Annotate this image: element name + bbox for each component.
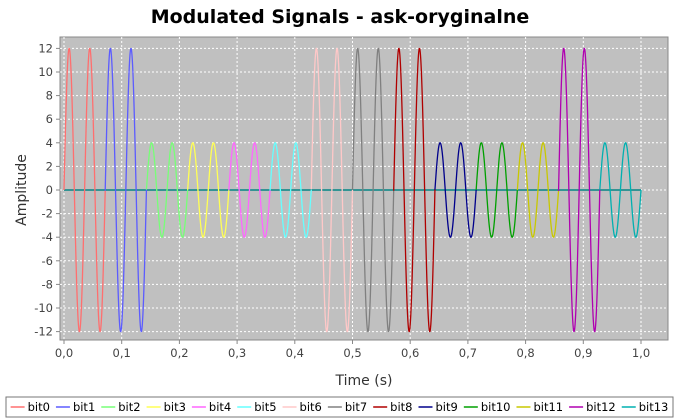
legend-label-bit4: bit4 <box>209 400 231 414</box>
x-tick-label: 0,5 <box>343 346 361 360</box>
y-tick-label: -12 <box>34 325 53 339</box>
x-tick-label: 0,7 <box>459 346 477 360</box>
x-axis-label: Time (s) <box>335 373 393 389</box>
y-tick-label: -4 <box>42 230 53 244</box>
x-tick-label: 0,8 <box>516 346 534 360</box>
x-tick-label: 1,0 <box>632 346 650 360</box>
y-axis-label: Amplitude <box>14 154 30 226</box>
legend-label-bit0: bit0 <box>28 400 50 414</box>
legend-label-bit8: bit8 <box>390 400 412 414</box>
legend-label-bit3: bit3 <box>164 400 186 414</box>
x-tick-label: 0,1 <box>113 346 131 360</box>
legend-label-bit5: bit5 <box>254 400 276 414</box>
x-tick-label: 0,9 <box>574 346 592 360</box>
legend-label-bit11: bit11 <box>533 400 563 414</box>
y-tick-label: 6 <box>46 112 53 126</box>
y-tick-label: 10 <box>38 65 53 79</box>
y-tick-label: 2 <box>46 159 53 173</box>
y-tick-label: 12 <box>38 41 53 55</box>
y-tick-label: 4 <box>46 136 53 150</box>
legend-label-bit7: bit7 <box>345 400 367 414</box>
legend-label-bit13: bit13 <box>639 400 669 414</box>
x-tick-label: 0,6 <box>401 346 419 360</box>
y-tick-label: 0 <box>46 183 53 197</box>
legend-label-bit1: bit1 <box>73 400 95 414</box>
legend-label-bit12: bit12 <box>586 400 616 414</box>
x-tick-label: 0,4 <box>286 346 304 360</box>
legend-label-bit6: bit6 <box>300 400 322 414</box>
chart-title: Modulated Signals - ask-oryginalne <box>151 6 530 28</box>
x-tick-label: 0,0 <box>55 346 73 360</box>
legend-label-bit2: bit2 <box>118 400 140 414</box>
y-tick-label: 8 <box>46 89 53 103</box>
y-tick-label: -6 <box>42 254 53 268</box>
x-tick-label: 0,2 <box>170 346 188 360</box>
legend-label-bit9: bit9 <box>436 400 458 414</box>
x-tick-label: 0,3 <box>228 346 246 360</box>
legend-label-bit10: bit10 <box>481 400 511 414</box>
y-tick-label: -2 <box>42 207 53 221</box>
y-tick-label: -8 <box>42 277 53 291</box>
y-tick-label: -10 <box>34 301 53 315</box>
